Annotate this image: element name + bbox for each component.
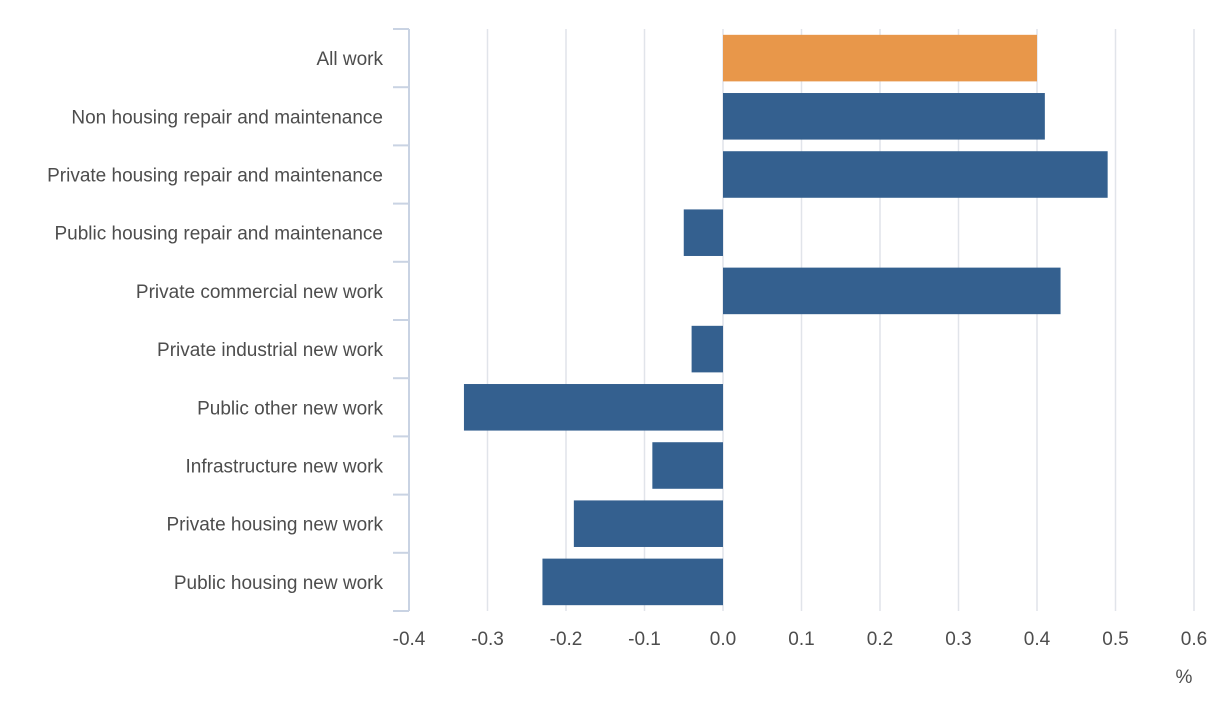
x-tick-label: 0.5 (1102, 629, 1128, 650)
category-labels: All work Non housing repair and maintenan… (47, 49, 383, 594)
x-tick-label: 0.4 (1024, 629, 1051, 650)
x-tick-label: -0.3 (471, 629, 504, 650)
bar (723, 34, 1037, 82)
category-label: Non housing repair and maintenance (71, 107, 383, 128)
bar (542, 558, 723, 606)
bar (463, 384, 723, 431)
category-label: Private industrial new work (157, 340, 383, 361)
x-tick-label: -0.1 (628, 629, 661, 650)
bar (723, 93, 1045, 140)
bars (463, 34, 1108, 606)
category-label: Private commercial new work (136, 282, 384, 303)
x-axis-unit-label: % (1176, 667, 1193, 688)
x-tick-label: -0.2 (550, 629, 583, 650)
x-tick-label: 0.6 (1181, 629, 1207, 650)
bar (723, 151, 1108, 198)
category-label: Private housing new work (167, 515, 384, 536)
category-label: Public housing repair and maintenance (55, 224, 384, 245)
bar (723, 267, 1061, 315)
category-label: All work (316, 49, 383, 70)
bar (573, 500, 723, 547)
category-label: Private housing repair and maintenance (47, 166, 383, 187)
x-tick-label: 0.0 (710, 629, 736, 650)
x-tick-label: 0.1 (788, 629, 814, 650)
x-tick-label: 0.3 (945, 629, 971, 650)
bar (683, 209, 723, 256)
y-axis (393, 28, 410, 612)
x-tick-labels: -0.4 -0.3 -0.2 -0.1 0.0 0.1 0.2 0.3 0.4 0.5 0.6 (393, 629, 1208, 650)
bar (691, 325, 723, 373)
bar (652, 442, 723, 489)
x-tick-label: -0.4 (393, 629, 426, 650)
category-label: Public housing new work (174, 573, 384, 594)
category-label: Public other new work (197, 398, 383, 419)
category-label: Infrastructure new work (186, 457, 384, 478)
x-tick-label: 0.2 (867, 629, 893, 650)
